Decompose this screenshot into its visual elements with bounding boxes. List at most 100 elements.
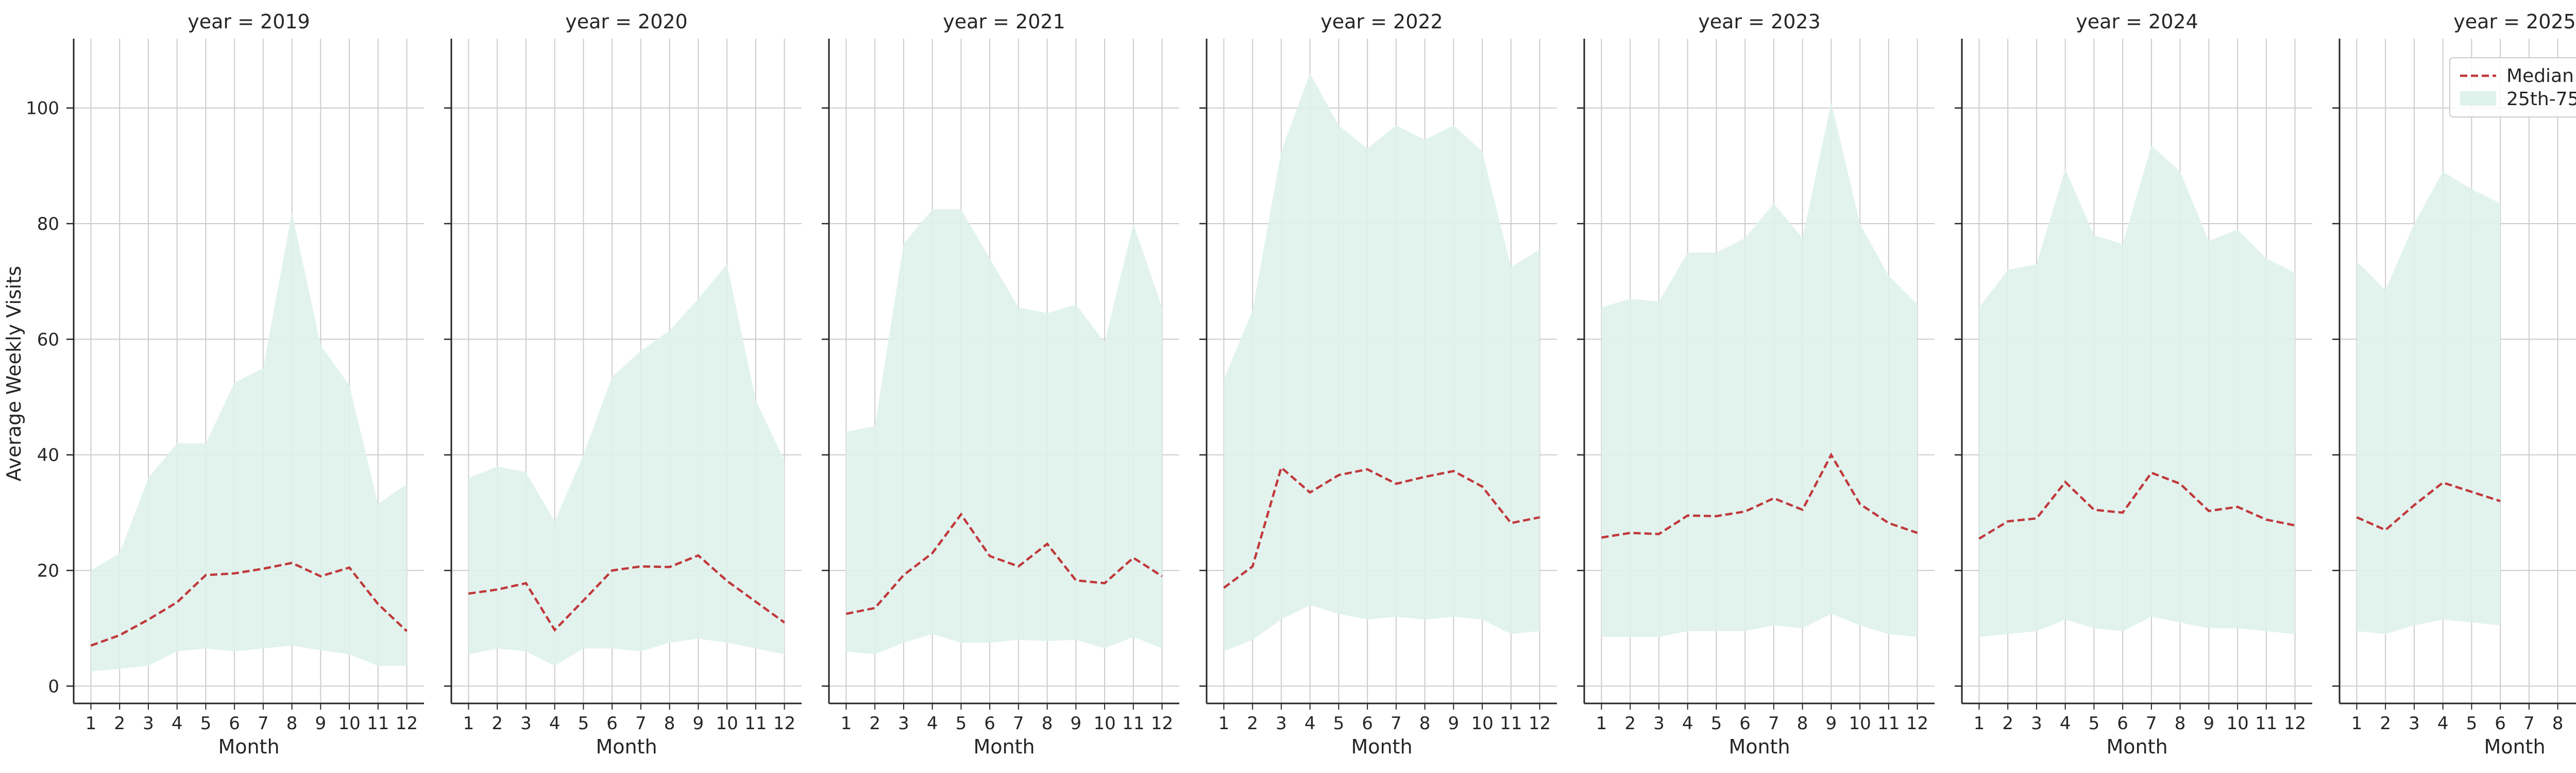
x-tick-label: 6 <box>2117 713 2128 734</box>
x-tick-label: 3 <box>1276 713 1287 734</box>
x-tick-label: 1 <box>1218 713 1230 734</box>
x-axis-label: Month <box>973 735 1035 758</box>
x-tick-label: 2 <box>2380 713 2391 734</box>
percentile-band <box>1224 73 1540 651</box>
x-axis-label: Month <box>1728 735 1790 758</box>
x-tick-label: 4 <box>2437 713 2449 734</box>
x-tick-label: 9 <box>2204 713 2215 734</box>
x-tick-label: 4 <box>1304 713 1316 734</box>
x-tick-label: 1 <box>86 713 97 734</box>
percentile-band <box>846 209 1162 654</box>
x-tick-label: 7 <box>2146 713 2157 734</box>
median-line <box>2356 481 2501 532</box>
x-tick-label: 6 <box>984 713 995 734</box>
x-tick-label: 8 <box>2552 713 2564 734</box>
x-tick-label: 5 <box>2466 713 2478 734</box>
x-tick-label: 9 <box>315 713 327 734</box>
x-tick-label: 7 <box>1013 713 1024 734</box>
y-tick-label: 0 <box>48 676 59 697</box>
x-tick-label: 2 <box>492 713 503 734</box>
x-tick-label: 5 <box>200 713 212 734</box>
y-tick-label: 40 <box>37 445 59 466</box>
x-tick-label: 12 <box>2284 713 2306 734</box>
x-tick-label: 4 <box>549 713 561 734</box>
median-line <box>468 554 785 632</box>
percentile-band <box>1979 145 2295 637</box>
x-axis-label: Month <box>1351 735 1412 758</box>
x-tick-label: 6 <box>606 713 618 734</box>
x-tick-label: 10 <box>2226 713 2248 734</box>
x-tick-label: 11 <box>2255 713 2277 734</box>
x-tick-label: 12 <box>396 713 418 734</box>
median-line <box>1601 452 1918 539</box>
x-tick-label: 4 <box>927 713 938 734</box>
x-tick-label: 7 <box>1768 713 1780 734</box>
x-tick-label: 6 <box>1739 713 1751 734</box>
x-tick-label: 7 <box>1391 713 1402 734</box>
x-tick-label: 10 <box>1471 713 1493 734</box>
panel-title: year = 2024 <box>2076 10 2198 33</box>
x-tick-label: 1 <box>2351 713 2363 734</box>
x-tick-label: 11 <box>1122 713 1144 734</box>
median-line <box>90 562 408 647</box>
percentile-band <box>91 212 407 672</box>
x-tick-label: 6 <box>229 713 240 734</box>
x-tick-label: 3 <box>143 713 154 734</box>
x-tick-label: 3 <box>2409 713 2420 734</box>
x-tick-label: 2 <box>869 713 880 734</box>
y-axis-label: Average Weekly Visits <box>3 266 25 481</box>
panel-title: year = 2020 <box>565 10 687 33</box>
x-tick-label: 2 <box>114 713 125 734</box>
x-tick-label: 4 <box>1682 713 1693 734</box>
x-tick-label: 5 <box>956 713 967 734</box>
x-tick-label: 11 <box>744 713 767 734</box>
x-tick-label: 10 <box>1849 713 1871 734</box>
x-tick-label: 12 <box>1151 713 1173 734</box>
median-line <box>1978 471 2296 540</box>
x-tick-label: 2 <box>2002 713 2013 734</box>
x-tick-label: 8 <box>286 713 298 734</box>
x-tick-label: 9 <box>1448 713 1460 734</box>
panel-title: year = 2022 <box>1320 10 1443 33</box>
panel-title: year = 2025 <box>2453 10 2575 33</box>
percentile-band <box>1601 102 1918 637</box>
x-tick-label: 4 <box>172 713 183 734</box>
x-tick-label: 12 <box>773 713 795 734</box>
x-tick-label: 8 <box>1797 713 1808 734</box>
x-tick-label: 1 <box>463 713 474 734</box>
x-tick-label: 5 <box>1333 713 1345 734</box>
x-tick-label: 6 <box>2495 713 2506 734</box>
x-tick-label: 1 <box>1974 713 1985 734</box>
x-tick-label: 1 <box>1596 713 1607 734</box>
x-tick-label: 2 <box>1247 713 1258 734</box>
x-tick-label: 8 <box>1419 713 1431 734</box>
x-tick-label: 2 <box>1624 713 1636 734</box>
y-tick-label: 100 <box>26 98 59 119</box>
x-tick-label: 8 <box>1042 713 1053 734</box>
x-tick-label: 12 <box>1906 713 1928 734</box>
legend-band-label: 25th-75th Percentile <box>2506 89 2576 110</box>
x-tick-label: 10 <box>716 713 738 734</box>
legend: Median 25th-75th Percentile <box>2449 57 2576 117</box>
percentile-band <box>2357 172 2501 634</box>
x-axis-label: Month <box>2484 735 2545 758</box>
x-tick-label: 12 <box>1529 713 1551 734</box>
median-line <box>1223 465 1540 589</box>
x-tick-label: 8 <box>2175 713 2186 734</box>
x-tick-label: 8 <box>664 713 675 734</box>
panel-title: year = 2023 <box>1698 10 1820 33</box>
x-axis-label: Month <box>2106 735 2167 758</box>
x-axis-label: Month <box>596 735 657 758</box>
y-tick-label: 80 <box>37 214 59 234</box>
x-tick-label: 3 <box>520 713 532 734</box>
x-axis-label: Month <box>218 735 279 758</box>
x-tick-label: 10 <box>338 713 360 734</box>
x-tick-label: 10 <box>1093 713 1115 734</box>
